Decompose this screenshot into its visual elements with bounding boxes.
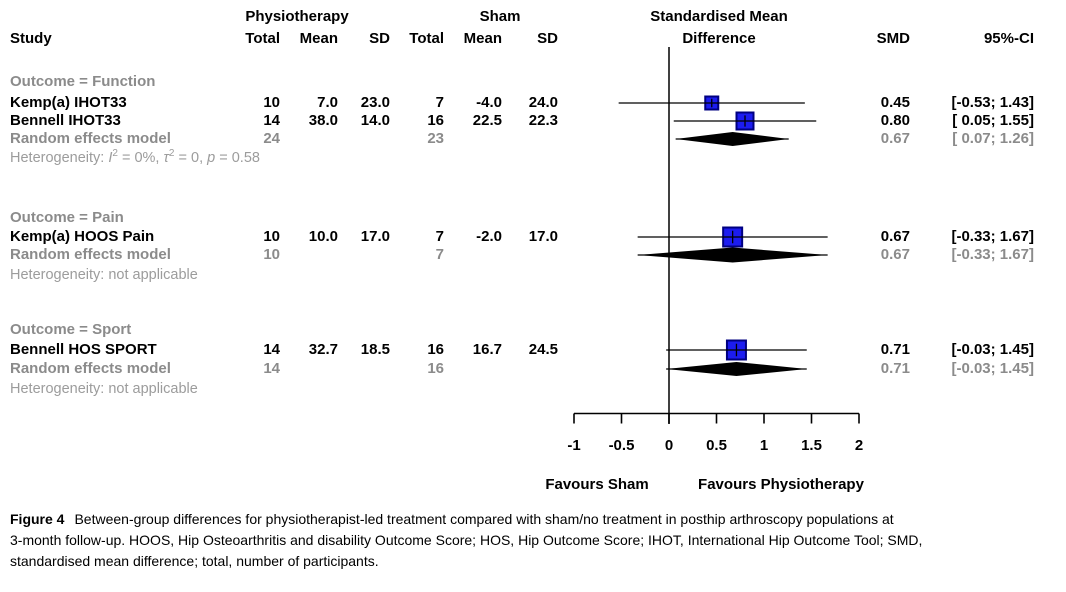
caption-line-3: standardised mean difference; total, num… [10,553,379,569]
study-name: Bennell IHOT33 [10,112,121,129]
pooled-row: Random effects model 14 16 0.71 [-0.03; … [10,360,1034,377]
figure-number: Figure 4 [10,511,65,527]
axis-tick-label: -1 [567,437,580,454]
heterogeneity-note: Heterogeneity: not applicable [10,381,198,397]
smd-value: 0.67 [880,228,910,245]
pooled-row: Random effects model 10 7 0.67 [-0.33; 1… [10,246,1034,263]
axis-tick-label: 0 [665,437,673,454]
outcome-label: Outcome = Pain [10,209,124,226]
effect-header-line2: Difference [682,30,756,47]
figure-caption: Figure 4 Between-group differences for ph… [10,509,1056,572]
ci-value: [-0.03; 1.45] [951,341,1034,358]
group1-total-header: Total [245,30,280,47]
pooled-label: Random effects model [10,246,171,263]
group2-sd-header: SD [537,30,558,47]
caption-line-2: 3-month follow-up. HOOS, Hip Osteoarthri… [10,532,923,548]
axis-tick-label: 0.5 [706,437,727,454]
pooled-row: Random effects model 24 23 0.67 [ 0.07; … [10,130,1034,147]
ci-value: [-0.53; 1.43] [951,94,1034,111]
pooled-ci-value: [-0.33; 1.67] [951,246,1034,263]
outcome-label: Outcome = Sport [10,321,132,338]
ci-value: [ 0.05; 1.55] [952,112,1034,129]
study-name: Bennell HOS SPORT [10,341,157,358]
ci-value: [-0.33; 1.67] [951,228,1034,245]
smd-value: 0.80 [880,112,910,129]
group2-total-header: Total [409,30,444,47]
header-row-columns: Study Total Mean SD Total Mean SD Differ… [0,30,1066,48]
smd-value: 0.71 [880,341,910,358]
axis-tick-label: -0.5 [609,437,635,454]
pooled-label: Random effects model [10,130,171,147]
favours-left-label: Favours Sham [545,476,649,493]
pooled-ci-value: [-0.03; 1.45] [951,360,1034,377]
smd-value: 0.45 [880,94,910,111]
axis-tick-label: 2 [855,437,863,454]
group1-mean-header: Mean [299,30,338,47]
outcome-label: Outcome = Function [10,73,156,90]
axis-tick-label: 1 [760,437,768,454]
effect-header-line1: Standardised Mean [650,8,788,25]
study-column-header: Study [10,30,52,47]
pooled-smd-value: 0.67 [880,246,910,263]
smd-column-header: SMD [876,30,910,47]
group1-sd-header: SD [369,30,390,47]
study-row: Kemp(a) HOOS Pain 10 10.0 17.0 7 -2.0 17… [10,228,1034,245]
group2-mean-header: Mean [463,30,502,47]
ci-column-header: 95%-CI [983,30,1034,47]
study-name: Kemp(a) HOOS Pain [10,228,155,245]
pooled-smd-value: 0.67 [880,130,910,147]
study-name: Kemp(a) IHOT33 [10,94,127,111]
favours-right-label: Favours Physiotherapy [698,476,864,493]
axis-tick-label: 1.5 [801,437,822,454]
study-row: Bennell HOS SPORT 14 32.7 18.5 16 16.7 2… [10,341,1034,358]
group2-header: Sham [479,8,521,25]
pooled-ci-value: [ 0.07; 1.26] [952,130,1034,147]
heterogeneity-note: Heterogeneity: not applicable [10,267,198,283]
header-row-groups: Physiotherapy Sham Standardised Mean [0,8,1066,26]
heterogeneity-note: Heterogeneity: I2 = 0%, τ2 = 0, p = 0.58 [10,148,260,166]
pooled-label: Random effects model [10,360,171,377]
study-row: Bennell IHOT33 14 38.0 14.0 16 22.5 22.3… [10,112,1034,129]
pooled-smd-value: 0.71 [880,360,910,377]
caption-line-1: Figure 4 Between-group differences for ph… [10,511,894,527]
study-row: Kemp(a) IHOT33 10 7.0 23.0 7 -4.0 24.0 0… [10,94,1034,111]
group1-header: Physiotherapy [245,8,349,25]
